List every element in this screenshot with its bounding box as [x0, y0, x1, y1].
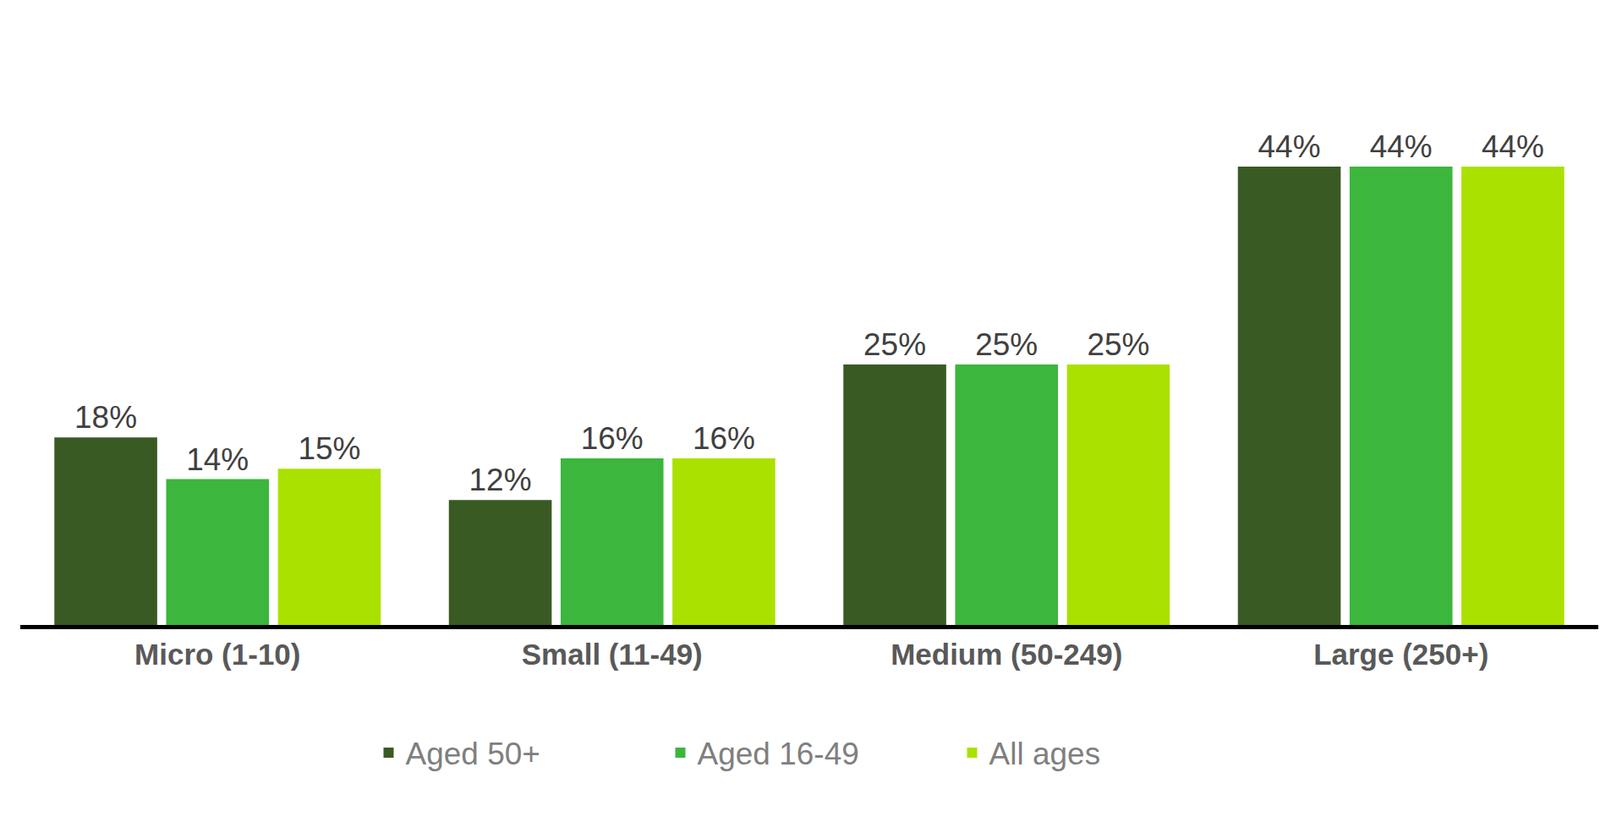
svg-text:18%: 18% — [74, 400, 137, 435]
svg-text:25%: 25% — [1086, 327, 1150, 362]
svg-text:16%: 16% — [692, 421, 756, 456]
svg-text:15%: 15% — [297, 431, 361, 466]
svg-text:Micro (1-10): Micro (1-10) — [134, 637, 301, 671]
svg-text:44%: 44% — [1258, 129, 1321, 165]
svg-text:12%: 12% — [469, 462, 532, 498]
svg-text:All ages: All ages — [989, 736, 1102, 772]
svg-text:Large (250+): Large (250+) — [1313, 637, 1489, 671]
svg-text:44%: 44% — [1481, 129, 1545, 165]
svg-text:25%: 25% — [863, 327, 927, 362]
svg-text:Aged 16-49: Aged 16-49 — [697, 736, 860, 772]
svg-text:14%: 14% — [186, 442, 249, 477]
svg-text:16%: 16% — [580, 421, 644, 456]
svg-text:Small (11-49): Small (11-49) — [521, 637, 703, 671]
svg-text:25%: 25% — [975, 327, 1038, 362]
svg-text:Aged 50+: Aged 50+ — [405, 736, 541, 772]
svg-text:44%: 44% — [1369, 129, 1433, 165]
svg-text:Medium (50-249): Medium (50-249) — [890, 637, 1123, 671]
